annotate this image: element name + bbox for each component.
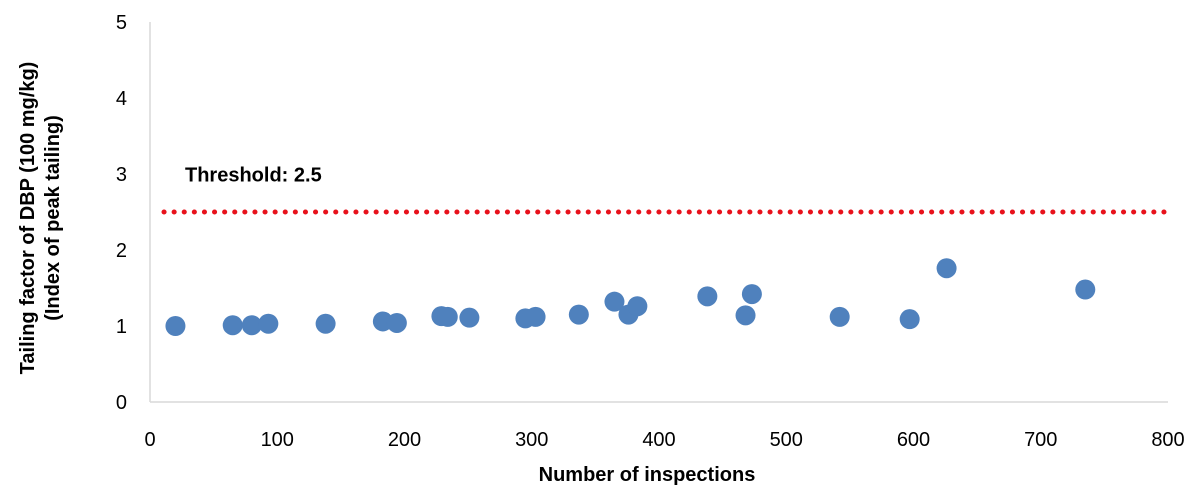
data-point [386, 312, 407, 333]
x-tick-label: 400 [642, 429, 675, 451]
x-tick-label: 600 [897, 429, 930, 451]
y-tick-label: 5 [116, 12, 127, 34]
data-point [241, 315, 262, 336]
y-tick-label: 3 [116, 164, 127, 186]
data-point [525, 306, 546, 327]
axes-layer [149, 22, 1168, 403]
data-point [315, 313, 336, 334]
data-point [165, 316, 186, 336]
x-tick-label: 300 [515, 429, 548, 451]
x-tick-label: 500 [770, 429, 803, 451]
y-axis-title: Tailing factor of DBP (100 mg/kg) (Index… [17, 62, 64, 375]
y-axis-title-line2: (Index of peak tailing) [42, 115, 64, 321]
data-point [899, 309, 920, 330]
data-point [741, 284, 762, 305]
data-point [604, 291, 625, 312]
y-tick-label: 1 [116, 316, 127, 338]
data-point [1075, 279, 1096, 300]
data-point [568, 304, 589, 325]
x-axis-title: Number of inspections [539, 464, 756, 486]
x-tick-label: 700 [1024, 429, 1057, 451]
x-tick-label: 800 [1151, 429, 1184, 451]
data-point [258, 313, 279, 334]
data-point [222, 315, 243, 336]
threshold-label: Threshold: 2.5 [185, 165, 322, 187]
data-point [936, 258, 957, 279]
data-point [437, 306, 458, 327]
x-tick-label: 0 [144, 429, 155, 451]
y-tick-label: 2 [116, 240, 127, 262]
data-point [627, 296, 648, 317]
y-tick-label: 4 [116, 88, 127, 110]
y-tick-label: 0 [116, 392, 127, 414]
data-point [459, 307, 480, 328]
data-point [829, 306, 850, 327]
x-tick-label: 100 [261, 429, 294, 451]
x-tick-label: 200 [388, 429, 421, 451]
tick-labels: 0 100 200 300 400 500 600 700 800 0 1 2 3 4 5 [116, 12, 1185, 451]
y-axis-title-line1: Tailing factor of DBP (100 mg/kg) [17, 62, 39, 375]
data-point [697, 286, 718, 307]
data-point [735, 305, 756, 326]
points-layer [165, 258, 1096, 336]
